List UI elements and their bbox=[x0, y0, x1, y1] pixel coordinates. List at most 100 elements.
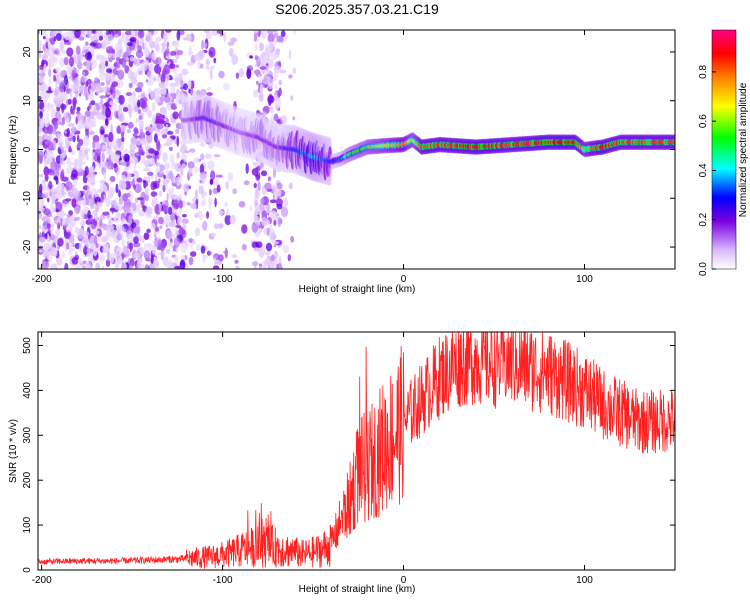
spectrogram-noise-cell bbox=[259, 66, 267, 70]
spectrogram-noise-cell bbox=[146, 155, 153, 159]
spectrogram-noise-cell bbox=[180, 166, 184, 176]
spectrogram-noise-cell bbox=[70, 242, 74, 248]
spectrogram-noise-cell bbox=[38, 65, 41, 72]
spectrogram-noise-cell bbox=[183, 183, 190, 193]
spectrogram-noise-cell bbox=[290, 235, 295, 243]
spectrogram-noise-cell bbox=[100, 66, 105, 77]
spectrogram-noise-cell bbox=[38, 108, 45, 113]
spectrogram-noise-cell bbox=[60, 145, 67, 151]
spectrogram-noise-cell bbox=[278, 87, 282, 97]
spectrogram-noise-cell bbox=[260, 197, 265, 205]
spectrogram-noise-cell bbox=[85, 260, 90, 269]
spectrogram-noise-cell bbox=[58, 121, 65, 126]
spectrogram-noise-cell bbox=[202, 198, 206, 205]
spectrogram-noise-cell bbox=[259, 227, 262, 233]
spectrogram-noise-cell bbox=[38, 190, 43, 201]
spectrogram-noise-cell bbox=[47, 151, 55, 158]
spectrogram-noise-cell bbox=[53, 36, 57, 42]
spectrogram-noise-cell bbox=[60, 93, 63, 98]
spectrogram-noise-cell bbox=[130, 136, 138, 146]
spectrogram-noise-cell bbox=[68, 148, 73, 153]
spectrogram-noise-cell bbox=[134, 87, 143, 93]
spectrogram-noise-cell bbox=[232, 188, 238, 195]
spectrogram-noise-cell bbox=[137, 30, 145, 39]
spectrogram-noise-cell bbox=[78, 197, 85, 201]
spectrogram-noise-cell bbox=[254, 55, 258, 61]
spectrogram-noise-cell bbox=[260, 170, 268, 177]
spectrogram-noise-cell bbox=[122, 107, 129, 112]
spectrogram-noise-cell bbox=[146, 80, 154, 86]
spectrogram-noise-cell bbox=[199, 163, 205, 175]
spectrogram-noise-cell bbox=[85, 51, 92, 61]
x-tick-label: 0 bbox=[401, 575, 407, 586]
spectrogram-noise-cell bbox=[43, 153, 47, 164]
spectrogram-noise-cell bbox=[128, 108, 132, 119]
spectrogram-noise-cell bbox=[182, 242, 190, 248]
spectrogram-noise-cell bbox=[113, 33, 119, 39]
spectrogram-noise-cell bbox=[43, 208, 51, 216]
spectrogram-noise-cell bbox=[208, 251, 212, 256]
spectrogram-noise-cell bbox=[141, 93, 146, 98]
spectrogram-noise-cell bbox=[87, 210, 91, 219]
spectrogram-noise-cell bbox=[166, 41, 170, 48]
spectrogram-noise-cell bbox=[214, 197, 217, 208]
spectrogram-noise-cell bbox=[77, 231, 84, 239]
spectrogram-noise-cell bbox=[138, 210, 145, 217]
spectrogram-noise-cell bbox=[273, 113, 279, 122]
spectrogram-noise-cell bbox=[144, 41, 147, 50]
spectrogram-noise-cell bbox=[118, 195, 124, 205]
spectrogram-noise-cell bbox=[128, 95, 136, 105]
spectrogram-noise-cell bbox=[234, 259, 239, 264]
spectrogram-noise-cell bbox=[38, 40, 43, 48]
spectrogram-noise-cell bbox=[175, 97, 178, 107]
spectrogram-noise-cell bbox=[258, 92, 264, 102]
spectrogram-noise-cell bbox=[55, 67, 61, 73]
spectrogram-noise-cell bbox=[38, 198, 45, 208]
spectrogram-noise-cell bbox=[39, 173, 44, 178]
spectrogram-noise-cell bbox=[96, 201, 100, 205]
spectrogram-noise-cell bbox=[190, 251, 197, 257]
spectrogram-noise-cell bbox=[96, 161, 100, 167]
spectrogram-noise-cell bbox=[95, 242, 99, 249]
spectrogram-x-axis-label: Height of straight line (km) bbox=[299, 284, 416, 295]
y-tick-label: 10 bbox=[22, 95, 33, 107]
spectrogram-noise-cell bbox=[64, 217, 70, 224]
spectrogram-noise-cell bbox=[154, 93, 160, 104]
spectrogram-noise-cell bbox=[59, 57, 65, 68]
spectrogram-noise-cell bbox=[213, 57, 217, 64]
spectrogram-noise-cell bbox=[186, 61, 194, 67]
spectrogram-noise-cell bbox=[71, 169, 78, 178]
spectrogram-noise-cell bbox=[159, 190, 162, 197]
snr-panel: -200 -100 0 100 0 100 200 300 400 500 Height of … bbox=[8, 331, 676, 595]
spectrogram-noise-cell bbox=[253, 182, 257, 189]
spectrogram-noise-cell bbox=[43, 183, 46, 188]
spectrogram-noise-cell bbox=[63, 57, 69, 66]
spectrogram-noise-cell bbox=[158, 81, 165, 89]
spectrogram-noise-cell bbox=[128, 214, 133, 224]
spectrogram-noise-cell bbox=[252, 261, 259, 267]
spectrogram-noise-cell bbox=[134, 173, 137, 183]
spectrogram-noise-cell bbox=[105, 197, 111, 208]
spectrogram-noise-cell bbox=[135, 137, 142, 146]
spectrogram-noise-cell bbox=[83, 135, 90, 147]
spectrogram-noise-cell bbox=[42, 259, 50, 263]
spectrogram-noise-cell bbox=[89, 88, 92, 94]
spectrogram-noise-cell bbox=[39, 101, 45, 110]
spectrogram-noise-cell bbox=[270, 78, 277, 82]
spectrogram-noise-cell bbox=[105, 70, 111, 81]
spectrogram-noise-cell bbox=[273, 244, 277, 248]
spectrogram-noise-cell bbox=[81, 211, 85, 221]
spectrogram-noise-cell bbox=[170, 50, 177, 56]
spectrogram-noise-cell bbox=[257, 181, 261, 192]
spectrogram-noise-cell bbox=[74, 30, 81, 39]
spectrogram-noise-cell bbox=[182, 152, 188, 163]
spectrogram-noise-cell bbox=[175, 72, 178, 79]
spectrogram-noise-cell bbox=[231, 254, 238, 258]
spectrogram-noise-cell bbox=[176, 30, 181, 41]
spectrogram-noise-cell bbox=[138, 109, 142, 115]
spectrogram-noise-cell bbox=[140, 191, 147, 203]
spectrogram-noise-cell bbox=[275, 216, 279, 226]
spectrogram-noise-cell bbox=[62, 250, 65, 259]
spectrogram-noise-cell bbox=[258, 265, 263, 269]
spectrogram-noise-cell bbox=[146, 228, 151, 233]
